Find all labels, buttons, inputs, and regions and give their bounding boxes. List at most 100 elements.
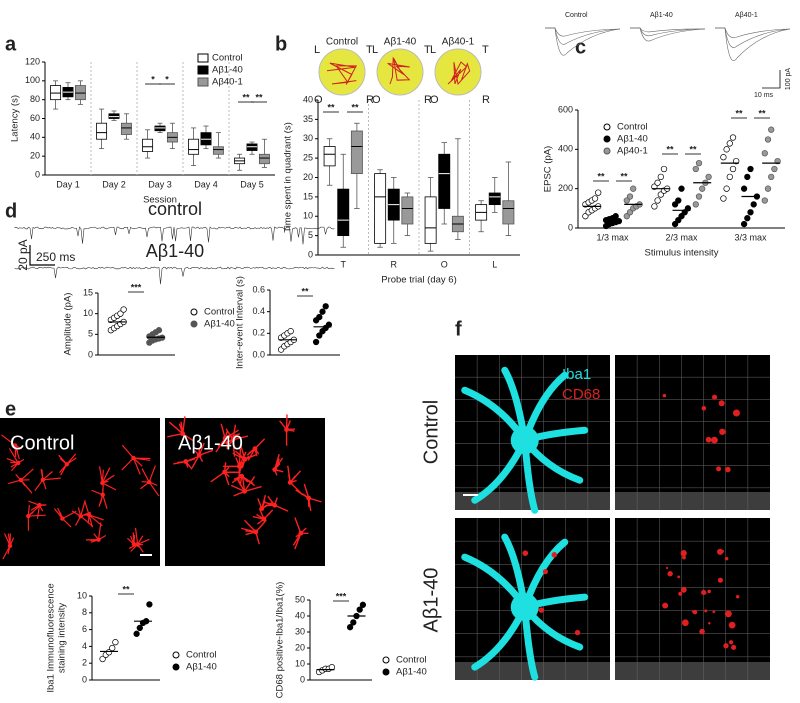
stain-label: Iba1 [562, 366, 591, 383]
x-tick-label: T [341, 259, 347, 269]
cell [215, 423, 241, 453]
box [350, 130, 363, 175]
data-point [591, 195, 599, 202]
soma [306, 495, 312, 501]
soma [146, 479, 152, 485]
cell [287, 465, 303, 496]
scale-label: 100 pA [785, 68, 792, 91]
significance: ** [597, 171, 605, 181]
epsc-trace [545, 27, 621, 45]
legend-swatch [190, 308, 198, 316]
box [424, 196, 437, 244]
y-tick-label: 0 [35, 169, 40, 179]
y-tick-label: 35 [303, 114, 313, 124]
render [615, 355, 770, 510]
maze-title: Aβ1-40 [384, 37, 417, 48]
cd68 [662, 602, 669, 609]
data-point [595, 189, 602, 196]
cell [1, 434, 22, 460]
cell [34, 468, 61, 492]
legend-swatch [172, 651, 180, 659]
data-point [287, 328, 294, 335]
box [188, 138, 200, 155]
data-point [675, 197, 682, 204]
data-point [117, 310, 124, 317]
cell [210, 462, 241, 486]
maze-quadrant: O [314, 94, 323, 106]
y-axis-label: Amplitude (pA) [63, 293, 74, 356]
data-point [678, 185, 685, 192]
significance: ** [122, 584, 130, 594]
epsc-trace [715, 27, 791, 39]
cd68 [542, 569, 549, 575]
swim-path [387, 56, 411, 85]
legend-label: Control [617, 122, 648, 133]
y-tick-label: 0 [300, 674, 305, 684]
cell [230, 474, 262, 497]
y-tick-label: 60 [30, 113, 40, 123]
soma [259, 506, 265, 511]
cell [167, 416, 195, 442]
scale-bar [29, 245, 55, 266]
y-axis-label: EPSC (pA) [543, 146, 554, 192]
panel-label: b [275, 33, 287, 55]
cell [58, 453, 77, 476]
soma [100, 480, 105, 486]
soma [222, 435, 228, 441]
legend-swatch [172, 663, 180, 671]
panel-label: d [5, 200, 17, 222]
legend-label: Aβ1-40 [186, 662, 217, 673]
cd68 [716, 466, 722, 472]
maze-quadrant: R [424, 94, 432, 106]
cell [82, 500, 104, 528]
x-tick-label: Day 3 [148, 179, 172, 189]
box [502, 200, 515, 225]
panel-label: c [575, 36, 586, 58]
x-tick-label: Day 2 [102, 179, 126, 189]
y-tick-label: 80 [30, 94, 40, 104]
box [258, 153, 270, 165]
data-point [729, 134, 737, 141]
render [615, 518, 770, 680]
data-point [133, 630, 140, 637]
row-label: Control [420, 400, 442, 464]
soma [96, 537, 101, 542]
swim-path [447, 61, 471, 86]
y-tick-label: 30 [295, 626, 305, 636]
cell [28, 500, 47, 519]
cell [8, 468, 34, 494]
data-point [346, 624, 354, 631]
soma [26, 513, 31, 519]
significance: ** [735, 108, 743, 118]
soma [18, 477, 24, 483]
render-floor [615, 662, 770, 680]
panel-label: e [5, 398, 16, 420]
box [401, 196, 414, 225]
cd68 [691, 610, 694, 613]
data-point [692, 201, 699, 208]
box [488, 192, 501, 206]
data-point [319, 308, 326, 315]
cell [257, 494, 273, 510]
data-point [695, 193, 703, 200]
cell [191, 442, 214, 469]
y-axis-label: CD68 positive-Iba1/Iba1(%) [275, 582, 286, 699]
y-tick-label: 120 [25, 56, 40, 66]
box [438, 153, 451, 209]
soma [64, 462, 69, 467]
epsc-trace [715, 27, 791, 61]
x-tick-label: O [441, 259, 448, 269]
data-point [761, 150, 768, 157]
cell [246, 438, 266, 461]
cell [128, 527, 150, 553]
cd68 [704, 609, 708, 613]
x-tick-label: L [492, 259, 497, 269]
cd68 [717, 577, 723, 583]
y-tick-label: 40 [30, 132, 40, 142]
soma [242, 456, 248, 462]
significance: *** [336, 591, 347, 601]
cell [85, 522, 107, 543]
current-trace [14, 266, 335, 285]
soma [287, 479, 293, 485]
